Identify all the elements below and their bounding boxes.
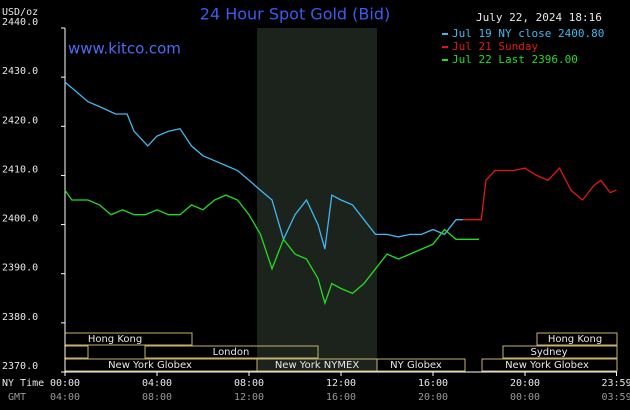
- x-tick-label: 20:00: [510, 378, 540, 389]
- y-tick-label: 2380.0: [2, 312, 38, 323]
- session-label: Hong Kong: [548, 334, 602, 345]
- session-box: [144, 345, 319, 359]
- chart-title: 24 Hour Spot Gold (Bid): [200, 5, 390, 24]
- session-label: New York NYMEX: [275, 360, 360, 371]
- session-label: Sydney: [530, 347, 567, 358]
- session-label: New York Globex: [108, 360, 192, 371]
- website: www.kitco.com: [68, 40, 181, 58]
- x2-tick-label: 03:59: [601, 392, 630, 403]
- session-box: [376, 358, 466, 372]
- y-tick-label: 2400.0: [2, 214, 38, 225]
- price-line: [462, 166, 617, 221]
- y-axis-label: USD/oz: [2, 7, 38, 18]
- session-label: Hong Kong: [88, 334, 142, 345]
- legend-label: Jul 21 Sunday: [452, 40, 538, 53]
- session-label: New York Globex: [505, 360, 589, 371]
- session-box: [502, 345, 618, 359]
- y-tick-label: 2420.0: [2, 115, 38, 126]
- x-axis-label: NY Time: [2, 378, 44, 389]
- nymex-shade: [257, 28, 377, 372]
- x-tick-label: 16:00: [418, 378, 448, 389]
- session-label: NY Globex: [390, 360, 442, 371]
- y-tick-label: 2410.0: [2, 164, 38, 175]
- timestamp: July 22, 2024 18:16: [476, 11, 602, 24]
- legend-label: Jul 19 NY close 2400.80: [452, 27, 604, 40]
- x-tick-label: 08:00: [234, 378, 264, 389]
- y-tick-label: 2430.0: [2, 66, 38, 77]
- x2-tick-label: 00:00: [510, 392, 540, 403]
- legend-label: Jul 22 Last 2396.00: [452, 53, 578, 66]
- x2-tick-label: 08:00: [142, 392, 172, 403]
- y-tick-label: 2440.0: [2, 17, 38, 28]
- x-tick-label: 23:59: [601, 378, 630, 389]
- x-tick-label: 12:00: [326, 378, 356, 389]
- session-label: London: [213, 347, 250, 358]
- x-tick-label: 04:00: [142, 378, 172, 389]
- x-tick-label: 00:00: [50, 378, 80, 389]
- y-tick-label: 2370.0: [2, 361, 38, 372]
- sessions: Hong Kong London New York Globex New Yor…: [64, 332, 618, 372]
- y-tick-label: 2390.0: [2, 263, 38, 274]
- x2-tick-label: 20:00: [418, 392, 448, 403]
- x2-tick-label: 04:00: [50, 392, 80, 403]
- x2-axis-label: GMT: [8, 392, 26, 403]
- x2-tick-label: 16:00: [326, 392, 356, 403]
- x2-tick-label: 12:00: [234, 392, 264, 403]
- price-line: [64, 81, 463, 250]
- price-line: [64, 189, 479, 306]
- session-box: [536, 332, 618, 346]
- session-box: [481, 358, 618, 372]
